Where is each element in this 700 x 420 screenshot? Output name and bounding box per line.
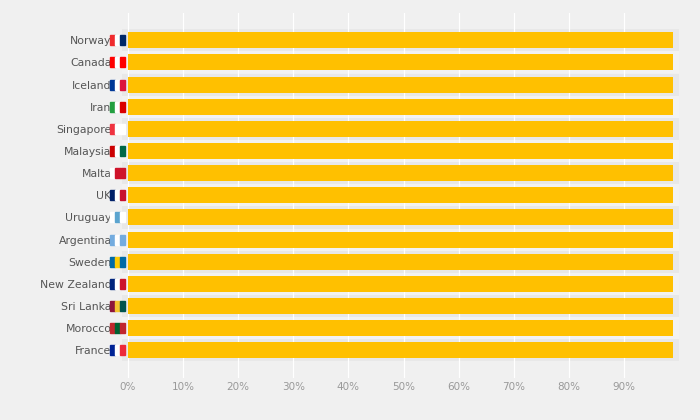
Bar	[128, 165, 673, 181]
Bar	[128, 210, 673, 226]
Bar	[128, 76, 673, 92]
Bar	[120, 146, 125, 156]
Bar	[115, 190, 120, 200]
Bar	[117, 96, 696, 118]
Bar	[120, 35, 125, 45]
Bar	[117, 317, 696, 339]
Bar	[110, 279, 115, 289]
Bar	[128, 143, 673, 159]
Bar	[115, 323, 120, 333]
Bar	[117, 184, 696, 206]
Bar	[120, 345, 125, 355]
Bar	[110, 190, 115, 200]
Bar	[110, 301, 115, 311]
Bar	[115, 35, 120, 45]
Bar	[110, 213, 115, 223]
Bar	[128, 254, 673, 270]
Bar	[115, 345, 120, 355]
Bar	[115, 168, 120, 178]
Bar	[120, 213, 125, 223]
Bar	[117, 29, 696, 51]
Bar	[115, 301, 120, 311]
Bar	[128, 231, 673, 247]
Bar	[110, 124, 115, 134]
Bar	[117, 339, 696, 361]
Bar	[128, 276, 673, 292]
Bar	[128, 55, 673, 71]
Bar	[120, 279, 125, 289]
Bar	[115, 58, 120, 67]
Bar	[128, 187, 673, 203]
Bar	[117, 251, 696, 273]
Bar	[117, 162, 696, 184]
Bar	[117, 140, 696, 162]
Bar	[110, 345, 115, 355]
Bar	[110, 146, 115, 156]
Bar	[117, 118, 696, 140]
Bar	[120, 124, 125, 134]
Bar	[117, 74, 696, 96]
Bar	[120, 102, 125, 112]
Bar	[110, 168, 115, 178]
Bar	[115, 235, 120, 244]
Bar	[120, 58, 125, 67]
Bar	[117, 206, 696, 228]
Bar	[128, 99, 673, 115]
Bar	[115, 124, 120, 134]
Bar	[120, 323, 125, 333]
Bar	[110, 35, 115, 45]
Bar	[128, 121, 673, 137]
Bar	[110, 323, 115, 333]
Bar	[117, 273, 696, 295]
Bar	[115, 257, 120, 267]
Bar	[115, 102, 120, 112]
Bar	[128, 32, 673, 48]
Bar	[120, 301, 125, 311]
Bar	[110, 257, 115, 267]
Bar	[120, 257, 125, 267]
Bar	[110, 79, 115, 89]
Bar	[110, 102, 115, 112]
Bar	[120, 235, 125, 244]
Bar	[120, 79, 125, 89]
Bar	[117, 228, 696, 251]
Bar	[110, 235, 115, 244]
Bar	[120, 190, 125, 200]
Bar	[117, 51, 696, 74]
Bar	[115, 213, 120, 223]
Bar	[115, 146, 120, 156]
Bar	[120, 168, 125, 178]
Bar	[117, 295, 696, 317]
Bar	[110, 58, 115, 67]
Bar	[115, 79, 120, 89]
Bar	[128, 342, 673, 358]
Bar	[115, 279, 120, 289]
Bar	[128, 298, 673, 314]
Bar	[128, 320, 673, 336]
